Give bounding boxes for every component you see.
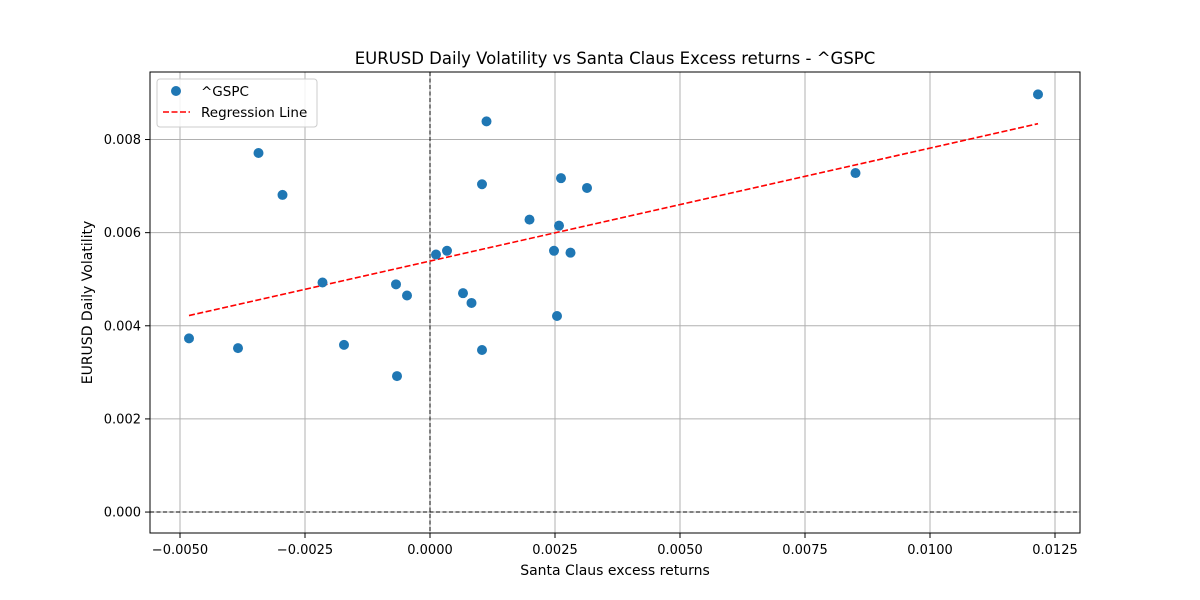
- scatter-point: [392, 371, 402, 382]
- scatter-point: [466, 297, 477, 308]
- x-axis-label: Santa Claus excess returns: [520, 563, 710, 579]
- scatter-point: [253, 148, 264, 159]
- scatter-point: [556, 173, 566, 184]
- x-tick-label: 0.0125: [1032, 543, 1078, 558]
- x-tick-label: 0.0075: [782, 543, 828, 558]
- scatter-point: [442, 245, 452, 256]
- x-tick-label: 0.0000: [407, 543, 453, 558]
- chart-title: EURUSD Daily Volatility vs Santa Claus E…: [355, 49, 876, 68]
- x-tick-label: 0.0025: [532, 543, 578, 558]
- scatter-point: [317, 277, 328, 288]
- scatter-point: [477, 179, 487, 190]
- x-tick-label: 0.0100: [907, 543, 953, 558]
- scatter-point: [582, 182, 592, 193]
- grid: [150, 72, 1080, 533]
- scatter-point: [277, 189, 288, 200]
- scatter-point: [477, 344, 487, 355]
- y-axis-ticks: 0.000 0.002 0.004 0.006 0.008: [104, 133, 150, 521]
- scatter-point: [458, 288, 468, 299]
- x-tick-label: −0.0050: [152, 543, 208, 558]
- legend-entry-gspc: ^GSPC: [201, 84, 249, 100]
- scatter-point: [1033, 89, 1043, 100]
- scatter-point: [233, 343, 243, 354]
- scatter-point: [565, 247, 576, 258]
- scatter-points: [184, 89, 1043, 382]
- scatter-point: [431, 249, 441, 260]
- y-axis-label: EURUSD Daily Volatility: [80, 221, 96, 385]
- scatter-point: [549, 245, 559, 256]
- legend-box: [156, 78, 318, 128]
- scatter-point: [552, 311, 562, 322]
- scatter-point: [391, 279, 401, 290]
- legend-entry-regression-line: Regression Line: [201, 105, 307, 121]
- scatter-point: [481, 116, 492, 127]
- legend-marker-scatter: [171, 86, 181, 96]
- plot-frame: [149, 71, 1081, 534]
- x-tick-label: 0.0050: [657, 543, 703, 558]
- scatter-point: [402, 290, 412, 301]
- scatter-point: [184, 333, 194, 344]
- regression-line-layer: [188, 122, 1039, 317]
- y-tick-label: 0.000: [104, 506, 141, 521]
- scatter-point: [524, 214, 535, 225]
- x-tick-label: −0.0025: [277, 543, 333, 558]
- y-tick-label: 0.004: [104, 319, 141, 334]
- reference-lines: [150, 72, 1080, 533]
- y-tick-label: 0.008: [104, 133, 141, 148]
- x-axis-ticks: −0.0050 −0.0025 0.0000 0.0025 0.0050 0.0075 0.…: [152, 533, 1078, 558]
- scatter-point: [339, 339, 349, 350]
- scatter-point: [554, 220, 564, 231]
- y-tick-label: 0.006: [104, 226, 141, 241]
- regression-line: [188, 122, 1039, 317]
- y-tick-label: 0.002: [104, 412, 141, 427]
- scatter-point: [850, 168, 861, 179]
- legend: ^GSPC Regression Line: [156, 78, 318, 128]
